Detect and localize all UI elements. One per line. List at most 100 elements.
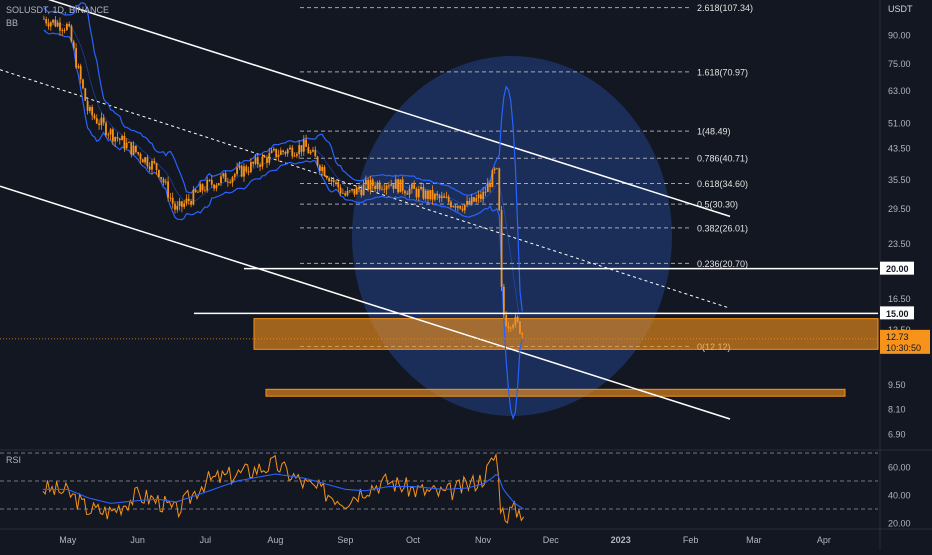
candle — [224, 171, 227, 182]
candle — [45, 16, 48, 27]
candle — [275, 148, 278, 159]
candle — [56, 19, 59, 28]
candle — [268, 148, 271, 166]
candle — [307, 143, 310, 154]
candle — [107, 132, 110, 139]
candle-body — [502, 286, 505, 316]
candle — [486, 177, 489, 193]
candle — [105, 121, 107, 138]
candle-body — [65, 23, 68, 31]
candle-body — [105, 122, 107, 136]
candle — [259, 162, 261, 172]
candle-body — [59, 22, 61, 31]
candle-body — [355, 187, 358, 195]
candle — [431, 185, 434, 205]
price-tick-10: 63.00 — [888, 86, 911, 96]
candle-body — [224, 173, 227, 182]
candle — [141, 158, 144, 163]
candle — [429, 189, 432, 201]
candle-body — [275, 148, 278, 157]
time-tick-0: May — [59, 535, 77, 545]
candle-body — [397, 179, 399, 193]
candle-body — [174, 203, 176, 210]
candle — [298, 140, 301, 159]
candle — [178, 197, 181, 211]
candle-body — [233, 174, 236, 178]
candle — [63, 27, 66, 34]
candle — [385, 184, 388, 195]
candle-body — [500, 210, 503, 287]
candle — [192, 186, 195, 206]
candle-body — [323, 167, 326, 177]
candle-body — [107, 134, 110, 136]
candle-body — [362, 184, 365, 196]
candle-body — [427, 190, 429, 200]
candle — [169, 192, 172, 202]
candle — [404, 189, 406, 196]
candle-body — [516, 316, 519, 322]
candle-body — [463, 204, 466, 211]
time-tick-11: Apr — [817, 535, 831, 545]
candle — [447, 194, 450, 204]
candle — [302, 135, 305, 156]
candle — [282, 149, 284, 155]
candle-body — [243, 166, 245, 177]
candle-body — [206, 179, 209, 191]
candle-body — [284, 152, 287, 154]
candle-body — [210, 179, 213, 185]
candle-body — [183, 203, 186, 207]
candle-body — [79, 65, 82, 80]
bb-indicator-label[interactable]: BB — [6, 18, 19, 28]
candle-body — [229, 182, 232, 183]
candle — [95, 114, 98, 125]
candle — [284, 150, 287, 157]
candle-body — [277, 154, 280, 157]
candle-body — [378, 182, 381, 190]
rsi-ma-line — [42, 473, 524, 510]
candle-body — [477, 194, 480, 199]
candle — [72, 39, 75, 51]
candle-body — [404, 190, 406, 194]
candle-body — [155, 163, 158, 170]
level-tag-bg-0 — [880, 261, 914, 275]
candle-body — [109, 129, 112, 135]
candle-body — [157, 169, 160, 177]
candle-body — [263, 156, 266, 158]
candle — [137, 151, 140, 156]
candle — [93, 113, 96, 120]
candle-body — [293, 155, 296, 157]
candle — [59, 17, 61, 36]
candle-body — [197, 191, 199, 193]
candle-body — [330, 179, 333, 182]
candle — [305, 134, 307, 147]
candle-body — [222, 173, 225, 177]
rsi-tick-1: 40.00 — [888, 491, 911, 501]
price-tick-12: 90.00 — [888, 31, 911, 41]
candle-body — [406, 193, 409, 195]
candle-body — [190, 201, 192, 205]
candle — [519, 320, 521, 335]
candle-body — [169, 197, 172, 199]
candle — [220, 173, 222, 187]
rsi-indicator-label[interactable]: RSI — [6, 455, 22, 465]
candle — [77, 63, 80, 69]
candle-body — [314, 150, 317, 157]
candle — [316, 155, 319, 168]
candle-body — [88, 107, 91, 111]
candle — [482, 186, 485, 204]
candle — [111, 127, 114, 145]
candle — [70, 24, 73, 43]
time-tick-7: Dec — [543, 535, 560, 545]
candle-body — [498, 168, 501, 211]
candle — [318, 164, 321, 174]
candle-body — [279, 150, 282, 155]
candle-body — [413, 184, 416, 189]
candle-body — [151, 161, 153, 170]
candle-body — [123, 136, 126, 149]
candle-body — [408, 188, 411, 195]
candle-body — [77, 65, 80, 68]
candle-body — [56, 22, 59, 27]
candle — [473, 196, 475, 203]
